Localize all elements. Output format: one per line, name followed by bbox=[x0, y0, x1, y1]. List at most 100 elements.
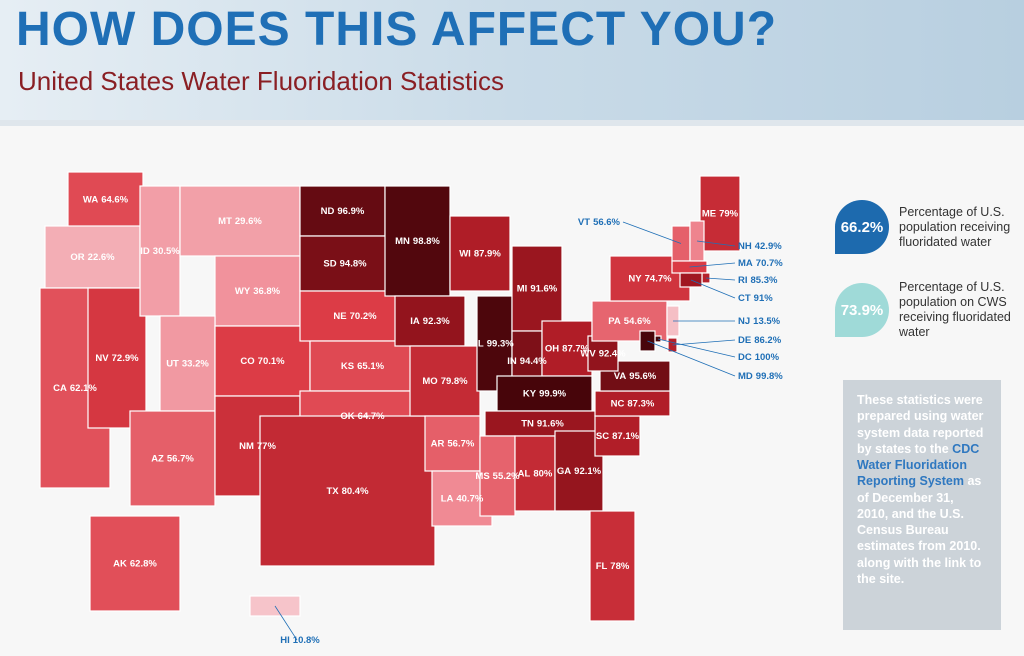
state-value: 64.6% bbox=[101, 194, 128, 205]
callout-line bbox=[690, 279, 736, 299]
callout-line bbox=[672, 339, 736, 346]
state-value: 13.5% bbox=[753, 316, 780, 327]
callout-line bbox=[696, 240, 736, 247]
stat-value: 73.9% bbox=[835, 283, 889, 337]
state-value: 78% bbox=[610, 561, 630, 572]
state-label: PA 54.6% bbox=[608, 316, 651, 327]
state-value: 56.7% bbox=[167, 453, 194, 464]
state-code: MO bbox=[422, 376, 437, 387]
state-shape bbox=[89, 515, 181, 612]
state-code: MA bbox=[738, 258, 753, 269]
state-label: CT 91% bbox=[738, 293, 773, 304]
state-shape bbox=[589, 510, 636, 622]
state-label: IL 99.3% bbox=[475, 338, 514, 349]
state-code: WV bbox=[580, 348, 596, 359]
state-label: MI 91.6% bbox=[517, 283, 558, 294]
state-label: ME 79% bbox=[702, 208, 739, 219]
state-code: IL bbox=[475, 338, 484, 349]
state-code: DE bbox=[738, 335, 751, 346]
state-shape bbox=[259, 415, 436, 567]
state-label: SC 87.1% bbox=[596, 431, 640, 442]
state-code: HI bbox=[280, 635, 290, 646]
state-value: 86.2% bbox=[754, 335, 781, 346]
state-label: TX 80.4% bbox=[326, 486, 369, 497]
state-value: 85.3% bbox=[751, 275, 778, 286]
callout-line bbox=[647, 340, 736, 377]
state-shape bbox=[384, 185, 451, 297]
state-label: MN 98.8% bbox=[395, 236, 440, 247]
state-value: 87.7% bbox=[562, 343, 589, 354]
state-label: NH 42.9% bbox=[738, 241, 782, 252]
state-shape bbox=[409, 345, 481, 417]
state-value: 94.4% bbox=[520, 356, 547, 367]
state-code: NY bbox=[628, 273, 642, 284]
callout-line bbox=[274, 605, 298, 641]
state-shape bbox=[424, 415, 481, 472]
state-label: UT 33.2% bbox=[166, 358, 209, 369]
state-value: 55.2% bbox=[493, 471, 520, 482]
state-label: WA 64.6% bbox=[83, 194, 129, 205]
state-value: 70.1% bbox=[258, 356, 285, 367]
state-label: IN 94.4% bbox=[507, 356, 547, 367]
stat: 66.2% Percentage of U.S. population recei… bbox=[835, 200, 1015, 254]
stat-text: Percentage of U.S. population on CWS rec… bbox=[899, 280, 1011, 339]
state-value: 62.1% bbox=[70, 383, 97, 394]
state-label: NV 72.9% bbox=[95, 353, 139, 364]
state-label: AL 80% bbox=[518, 468, 553, 479]
state-code: AZ bbox=[151, 453, 164, 464]
state-value: 100% bbox=[755, 352, 780, 363]
state-shape bbox=[496, 375, 593, 412]
state-code: MN bbox=[395, 236, 410, 247]
state-shape bbox=[511, 245, 563, 332]
state-shape bbox=[594, 390, 671, 417]
state-code: VA bbox=[614, 371, 627, 382]
state-value: 74.7% bbox=[645, 273, 672, 284]
state-value: 99.3% bbox=[487, 338, 514, 349]
state-label: DC 100% bbox=[738, 352, 780, 363]
state-value: 87.3% bbox=[627, 398, 654, 409]
state-code: NV bbox=[95, 353, 109, 364]
state-value: 91.6% bbox=[537, 418, 564, 429]
state-label: ID 30.5% bbox=[140, 246, 180, 257]
state-label: HI 10.8% bbox=[280, 635, 320, 646]
callout-line bbox=[705, 277, 736, 281]
state-code: MT bbox=[218, 216, 232, 227]
note-link[interactable]: CDC Water Fluoridation Reporting System bbox=[857, 441, 980, 489]
state-value: 22.6% bbox=[88, 252, 115, 263]
state-value: 87.9% bbox=[474, 248, 501, 259]
state-value: 91% bbox=[754, 293, 774, 304]
state-label: VT 56.6% bbox=[578, 217, 621, 228]
callout-line bbox=[689, 262, 736, 268]
callout-line bbox=[657, 338, 736, 358]
state-label: CA 62.1% bbox=[53, 383, 97, 394]
state-value: 56.6% bbox=[593, 217, 620, 228]
callout-line bbox=[622, 221, 682, 244]
state-value: 70.7% bbox=[756, 258, 783, 269]
state-label: CO 70.1% bbox=[240, 356, 285, 367]
state-value: 94.8% bbox=[340, 258, 367, 269]
state-value: 92.4% bbox=[599, 348, 626, 359]
state-label: OH 87.7% bbox=[545, 343, 590, 354]
state-code: AL bbox=[518, 468, 531, 479]
state-code: ID bbox=[140, 246, 150, 257]
state-code: WY bbox=[235, 286, 251, 297]
state-code: NC bbox=[611, 398, 625, 409]
state-value: 62.8% bbox=[130, 558, 157, 569]
state-shape bbox=[699, 175, 741, 252]
stat-text: Percentage of U.S. population receiving … bbox=[899, 204, 1011, 249]
stat-value: 66.2% bbox=[835, 200, 889, 254]
state-shape bbox=[299, 290, 411, 342]
state-label: OR 22.6% bbox=[70, 252, 115, 263]
state-value: 70.2% bbox=[350, 311, 377, 322]
banner: HOW DOES THIS AFFECT YOU? United States … bbox=[0, 0, 1024, 126]
state-value: 96.9% bbox=[337, 206, 364, 217]
state-value: 80% bbox=[533, 468, 553, 479]
note-text: These statistics were prepared using wat… bbox=[857, 393, 984, 456]
state-label: TN 91.6% bbox=[521, 418, 564, 429]
title: HOW DOES THIS AFFECT YOU? bbox=[16, 3, 778, 56]
state-label: SD 94.8% bbox=[323, 258, 367, 269]
state-value: 33.2% bbox=[182, 358, 209, 369]
state-value: 92.3% bbox=[423, 316, 450, 327]
state-label: WV 92.4% bbox=[580, 348, 626, 359]
